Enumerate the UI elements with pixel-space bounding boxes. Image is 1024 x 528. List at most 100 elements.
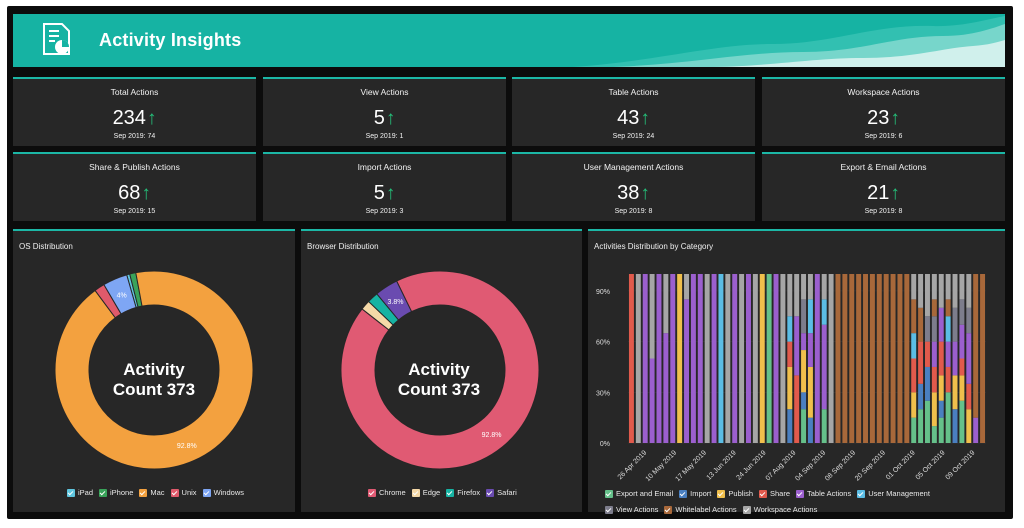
bar-segment-table-actions[interactable] xyxy=(773,274,779,443)
bar-segment-workspace-actions[interactable] xyxy=(780,274,786,443)
bar-segment-share[interactable] xyxy=(931,366,937,393)
bar-segment-workspace-actions[interactable] xyxy=(649,274,655,359)
legend-item-view-actions[interactable]: View Actions xyxy=(605,503,658,517)
bar-segment-workspace-actions[interactable] xyxy=(801,274,807,300)
bar-segment-whitelabel-actions[interactable] xyxy=(980,274,986,443)
bar-segment-whitelabel-actions[interactable] xyxy=(876,274,882,443)
checkbox-icon[interactable] xyxy=(139,488,148,497)
checkbox-icon[interactable] xyxy=(411,488,420,497)
bar-segment-workspace-actions[interactable] xyxy=(787,274,793,317)
slice-chrome[interactable] xyxy=(340,270,540,470)
checkbox-icon[interactable] xyxy=(368,488,376,497)
bar-segment-whitelabel-actions[interactable] xyxy=(856,274,862,443)
bar-segment-table-actions[interactable] xyxy=(973,417,979,443)
bar-segment-share[interactable] xyxy=(959,358,965,376)
bar-segment-table-actions[interactable] xyxy=(959,324,965,359)
bar-segment-view-actions[interactable] xyxy=(959,299,965,325)
bar-segment-workspace-actions[interactable] xyxy=(966,274,972,308)
bar-segment-import[interactable] xyxy=(807,417,813,443)
bar-segment-import[interactable] xyxy=(787,409,793,443)
bar-segment-view-actions[interactable] xyxy=(931,316,937,342)
checkbox-icon[interactable] xyxy=(605,490,613,498)
bar-segment-export-and-email[interactable] xyxy=(766,274,772,443)
legend-item-table-actions[interactable]: Table Actions xyxy=(796,487,851,501)
bar-segment-workspace-actions[interactable] xyxy=(828,274,834,443)
checkbox-icon[interactable] xyxy=(717,490,726,498)
bar-segment-table-actions[interactable] xyxy=(945,341,951,367)
bar-segment-workspace-actions[interactable] xyxy=(945,274,951,300)
bar-segment-table-actions[interactable] xyxy=(663,333,669,443)
bar-segment-whitelabel-actions[interactable] xyxy=(890,274,896,443)
bar-segment-import[interactable] xyxy=(918,383,924,410)
bar-segment-workspace-actions[interactable] xyxy=(684,274,689,300)
bar-segment-user-management[interactable] xyxy=(718,274,724,443)
bar-segment-table-actions[interactable] xyxy=(794,316,800,376)
checkbox-icon[interactable] xyxy=(486,488,495,497)
bar-segment-table-actions[interactable] xyxy=(642,274,648,443)
bar-segment-export-and-email[interactable] xyxy=(925,400,930,443)
bar-segment-table-actions[interactable] xyxy=(952,341,958,376)
bar-segment-table-actions[interactable] xyxy=(684,299,689,443)
bar-segment-export-and-email[interactable] xyxy=(918,409,924,443)
bar-segment-table-actions[interactable] xyxy=(670,274,676,443)
checkbox-icon[interactable] xyxy=(202,488,211,497)
bar-segment-share[interactable] xyxy=(918,341,924,384)
bar-segment-publish[interactable] xyxy=(911,392,917,418)
checkbox-icon[interactable] xyxy=(67,488,75,497)
bar-segment-import[interactable] xyxy=(801,392,807,410)
bar-segment-view-actions[interactable] xyxy=(925,316,930,342)
legend-item-user-management[interactable]: User Management xyxy=(857,487,930,501)
bar-segment-whitelabel-actions[interactable] xyxy=(911,299,917,334)
bar-segment-workspace-actions[interactable] xyxy=(704,274,710,443)
bar-segment-export-and-email[interactable] xyxy=(938,417,944,443)
bar-segment-share[interactable] xyxy=(945,366,951,393)
bar-segment-export-and-email[interactable] xyxy=(959,400,965,443)
checkbox-icon[interactable] xyxy=(170,488,179,497)
bar-segment-workspace-actions[interactable] xyxy=(752,274,758,443)
checkbox-icon[interactable] xyxy=(742,506,751,514)
bar-segment-whitelabel-actions[interactable] xyxy=(842,274,848,443)
bar-segment-import[interactable] xyxy=(952,409,958,443)
bar-segment-share[interactable] xyxy=(925,341,930,367)
bar-segment-export-and-email[interactable] xyxy=(801,409,807,443)
legend-item-unix[interactable]: Unix xyxy=(170,488,197,497)
checkbox-icon[interactable] xyxy=(857,490,866,498)
legend-item-edge[interactable]: Edge xyxy=(411,488,440,497)
bar-segment-export-and-email[interactable] xyxy=(945,392,951,443)
checkbox-icon[interactable] xyxy=(679,490,688,498)
legend-item-mac[interactable]: Mac xyxy=(139,488,165,497)
bar-segment-whitelabel-actions[interactable] xyxy=(945,299,951,317)
bar-segment-view-actions[interactable] xyxy=(801,299,807,334)
checkbox-icon[interactable] xyxy=(759,490,767,498)
bar-segment-view-actions[interactable] xyxy=(966,307,972,334)
bar-segment-workspace-actions[interactable] xyxy=(794,274,800,317)
bar-segment-table-actions[interactable] xyxy=(697,274,703,443)
checkbox-icon[interactable] xyxy=(605,506,613,514)
legend-item-safari[interactable]: Safari xyxy=(486,488,517,497)
bar-segment-user-management[interactable] xyxy=(945,316,951,342)
bar-segment-whitelabel-actions[interactable] xyxy=(835,274,841,443)
bar-segment-whitelabel-actions[interactable] xyxy=(869,274,875,443)
bar-segment-workspace-actions[interactable] xyxy=(807,274,813,300)
bar-segment-export-and-email[interactable] xyxy=(911,417,917,443)
bar-segment-publish[interactable] xyxy=(952,375,958,410)
bar-segment-whitelabel-actions[interactable] xyxy=(863,274,868,443)
legend-item-firefox[interactable]: Firefox xyxy=(446,488,480,497)
legend-item-chrome[interactable]: Chrome xyxy=(368,488,406,497)
bar-segment-workspace-actions[interactable] xyxy=(959,274,965,300)
bar-segment-workspace-actions[interactable] xyxy=(635,274,641,443)
bar-segment-user-management[interactable] xyxy=(821,299,827,325)
bar-segment-view-actions[interactable] xyxy=(952,307,958,342)
bar-segment-table-actions[interactable] xyxy=(746,274,751,443)
checkbox-icon[interactable] xyxy=(796,490,805,498)
bar-segment-table-actions[interactable] xyxy=(656,274,662,443)
bar-segment-export-and-email[interactable] xyxy=(931,426,937,443)
legend-item-export-and-email[interactable]: Export and Email xyxy=(605,487,673,501)
bar-segment-table-actions[interactable] xyxy=(814,274,820,443)
bar-segment-table-actions[interactable] xyxy=(732,274,738,443)
bar-segment-user-management[interactable] xyxy=(807,299,813,334)
bar-segment-publish[interactable] xyxy=(938,375,944,401)
bar-segment-import[interactable] xyxy=(938,400,944,418)
bar-segment-table-actions[interactable] xyxy=(938,307,944,342)
bar-segment-table-actions[interactable] xyxy=(966,333,972,384)
